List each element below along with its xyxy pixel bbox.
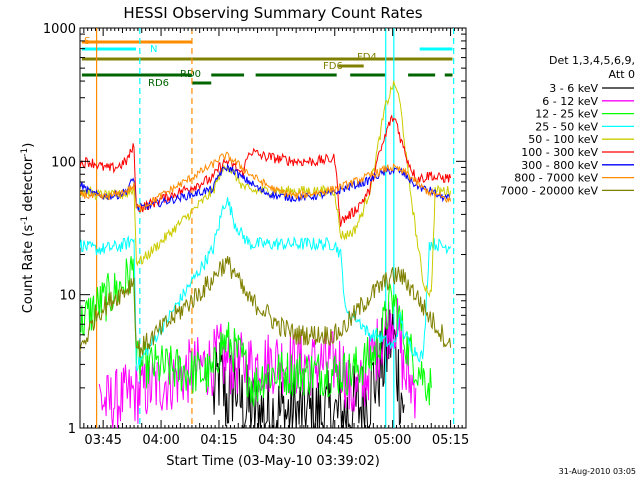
y-tick-label: 1 xyxy=(68,422,76,437)
legend-label-3-6-kev: 3 - 6 keV xyxy=(549,82,598,95)
x-tick-label: 04:45 xyxy=(316,433,353,448)
series-line-6-12-kev xyxy=(98,298,417,428)
y-tick-label: 10 xyxy=(59,289,76,304)
flag-label-rd6: RD6 xyxy=(148,78,169,89)
x-tick-label: 05:00 xyxy=(374,433,411,448)
legend-label-50-100-kev: 50 - 100 keV xyxy=(528,133,598,146)
series-line-50-100-kev xyxy=(80,80,452,298)
x-tick-label: 04:30 xyxy=(258,433,295,448)
x-tick-label: 05:15 xyxy=(432,433,469,448)
flag-label-rd0: RD0 xyxy=(180,69,201,80)
series-lines xyxy=(80,80,452,428)
series-line-800-7000-kev xyxy=(80,151,452,213)
legend-label-6-12-kev: 6 - 12 keV xyxy=(542,95,598,108)
footer-timestamp: 31-Aug-2010 03:05 xyxy=(559,467,636,476)
y-axis-label-sup1: -1 xyxy=(20,216,30,225)
flag-label-fd6: FD6 xyxy=(323,61,343,72)
flag-label-s: S xyxy=(84,36,90,47)
flag-label-n: N xyxy=(150,44,157,55)
series-line-300-800-kev xyxy=(80,163,451,211)
x-axis-label: Start Time (03-May-10 03:39:02) xyxy=(166,454,380,469)
legend-label-800-7000-kev: 800 - 7000 keV xyxy=(514,172,598,185)
y-axis-label-mid: detector xyxy=(21,156,36,216)
x-tick-label: 04:00 xyxy=(142,433,179,448)
legend-header-2: Att 0 xyxy=(609,68,635,81)
y-axis-label-end: ) xyxy=(21,143,36,148)
series-line-12-25-kev xyxy=(80,256,432,407)
y-tick-label: 1000 xyxy=(43,22,76,37)
legend-label-100-300-kev: 100 - 300 keV xyxy=(521,146,598,159)
flag-bars: S N FD4 FD6 RD0 RD6 xyxy=(81,36,453,89)
legend-label-25-50-kev: 25 - 50 keV xyxy=(535,120,598,133)
x-tick-label: 04:15 xyxy=(200,433,237,448)
legend-header-1: Det 1,3,4,5,6,9, xyxy=(549,54,635,67)
legend-label-7000-20000-kev: 7000 - 20000 keV xyxy=(500,184,598,197)
y-axis-label: Count Rate (s-1 detector-1) xyxy=(20,143,36,314)
x-tick-label: 03:45 xyxy=(84,433,121,448)
axes: 03:45 04:00 04:15 04:30 04:45 05:00 05:15 1 10 10… xyxy=(43,22,469,448)
series-line-7000-20000-kev xyxy=(80,256,452,358)
series-line-100-300-kev xyxy=(80,114,452,227)
y-axis-label-main: Count Rate (s xyxy=(21,225,36,314)
flag-label-fd4: FD4 xyxy=(357,52,377,63)
series-line-25-50-kev xyxy=(80,197,452,372)
y-tick-label: 100 xyxy=(51,155,76,170)
chart-title: HESSI Observing Summary Count Rates xyxy=(123,4,422,22)
legend-label-300-800-kev: 300 - 800 keV xyxy=(521,159,598,172)
legend-label-12-25-kev: 12 - 25 keV xyxy=(535,108,598,121)
y-axis-label-sup2: -1 xyxy=(20,148,30,157)
